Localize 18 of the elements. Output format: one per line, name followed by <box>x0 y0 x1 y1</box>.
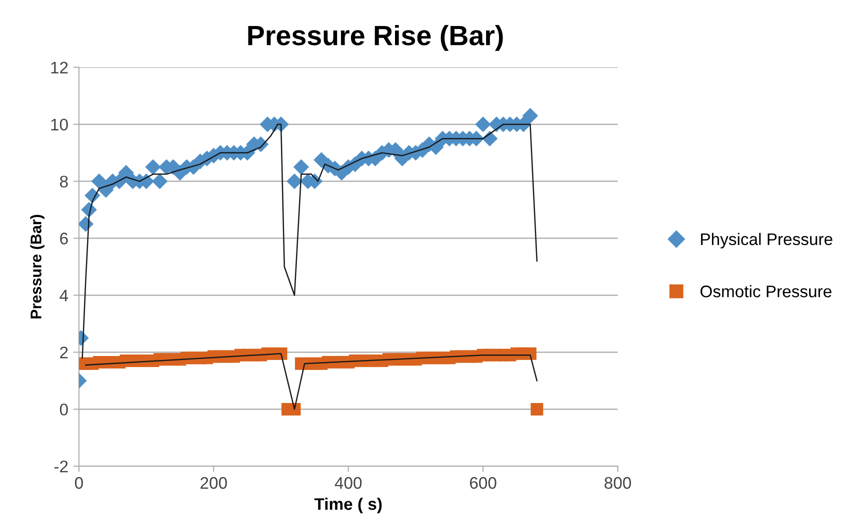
x-tick-label: 800 <box>604 477 632 489</box>
y-tick-label: -2 <box>54 460 68 472</box>
x-tick-label: 600 <box>470 477 496 489</box>
legend-label: Physical Pressure <box>701 232 832 248</box>
y-tick-label: 4 <box>60 290 68 302</box>
y-tick-label: 10 <box>51 118 68 131</box>
legend-label: Osmotic Pressure <box>700 285 832 298</box>
x-tick-label: 400 <box>334 477 362 489</box>
y-tick-label: 12 <box>51 62 68 74</box>
x-tick-label: 200 <box>200 477 227 489</box>
x-axis-title: Time ( s) <box>314 498 382 514</box>
y-tick-label: 6 <box>60 232 68 244</box>
y-tick-label: 2 <box>60 346 68 358</box>
y-axis-title: Pressure (Bar) <box>30 214 44 318</box>
chart-title: Pressure Rise (Bar) <box>248 24 503 51</box>
y-tick-label: 0 <box>60 404 68 416</box>
y-tick-label: 8 <box>60 176 68 188</box>
x-tick-label: 0 <box>74 477 83 489</box>
